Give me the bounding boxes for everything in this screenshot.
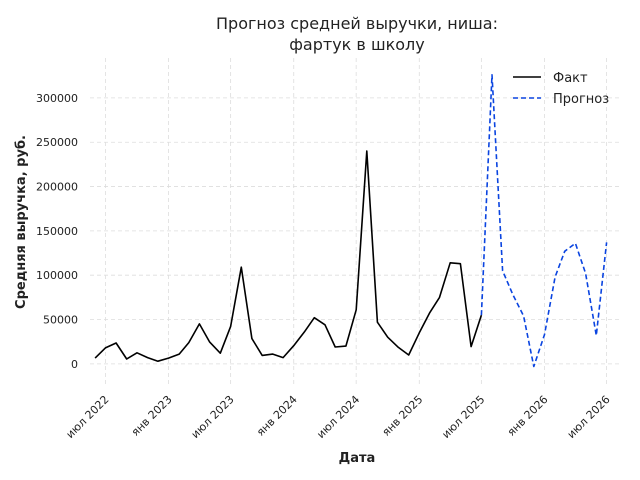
y-axis: 0 50000 100000 150000 200000 250000 300000 bbox=[36, 92, 78, 371]
y-tick-label: 100000 bbox=[36, 269, 78, 282]
x-tick-label: июл 2026 bbox=[565, 393, 613, 441]
x-tick-label: июл 2024 bbox=[314, 393, 362, 441]
y-axis-label: Средняя выручка, руб. bbox=[14, 135, 29, 309]
series-line bbox=[480, 74, 608, 368]
y-tick-label: 300000 bbox=[36, 92, 78, 105]
legend-label: Факт bbox=[553, 71, 588, 86]
x-tick-label: янв 2024 bbox=[254, 393, 300, 439]
x-axis: июл 2022 янв 2023 июл 2023 янв 2024 июл 2024… bbox=[64, 393, 613, 441]
x-tick-label: янв 2023 bbox=[129, 393, 175, 439]
title-line: фартук в школу bbox=[289, 35, 424, 54]
x-axis-label: Дата bbox=[339, 451, 376, 466]
y-tick-label: 200000 bbox=[36, 181, 78, 194]
x-tick-label: янв 2025 bbox=[380, 393, 426, 439]
plot-area bbox=[94, 74, 608, 368]
legend-label: Прогноз bbox=[553, 92, 609, 107]
x-tick-label: янв 2026 bbox=[505, 393, 551, 439]
x-tick-label: июл 2023 bbox=[189, 393, 237, 441]
x-tick-label: июл 2025 bbox=[439, 393, 487, 441]
x-tick-label: июл 2022 bbox=[64, 393, 112, 441]
y-tick-label: 0 bbox=[71, 358, 78, 371]
chart-title: Прогноз средней выручки, ниша: фартук в ш… bbox=[216, 14, 498, 54]
title-line: Прогноз средней выручки, ниша: bbox=[216, 14, 498, 33]
grid bbox=[90, 58, 622, 386]
y-tick-label: 250000 bbox=[36, 136, 78, 149]
legend: Факт Прогноз bbox=[513, 71, 609, 107]
y-tick-label: 150000 bbox=[36, 225, 78, 238]
series-line bbox=[94, 150, 483, 363]
y-tick-label: 50000 bbox=[43, 314, 78, 327]
